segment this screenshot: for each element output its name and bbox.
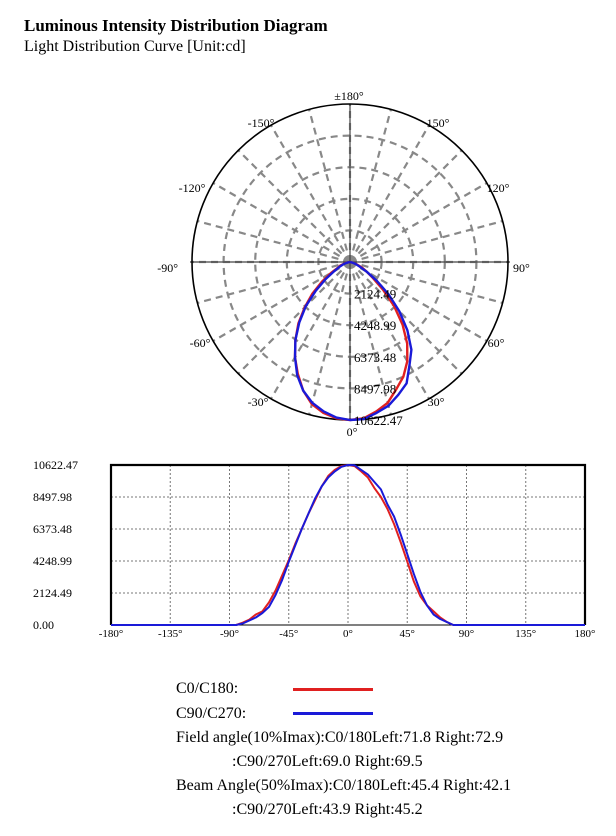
polar-spoke <box>308 261 352 415</box>
polar-spoke <box>348 109 392 263</box>
polar-spoke <box>212 182 351 263</box>
polar-radial-tick-label: 4248.99 <box>354 318 396 333</box>
polar-spoke <box>197 260 351 304</box>
polar-angle-label: -90° <box>157 261 178 275</box>
polar-spoke <box>237 261 351 375</box>
polar-angle-label: 60° <box>488 336 505 350</box>
polar-radial-tick-label: 10622.47 <box>354 413 403 428</box>
line-chart-grid <box>110 464 586 626</box>
field-angle-c0: Field angle(10%Imax):C0/180Left:71.8 Rig… <box>176 729 504 746</box>
line-x-tick-label: 135° <box>515 628 536 640</box>
polar-spoke <box>349 220 503 264</box>
polar-spoke <box>308 109 352 263</box>
line-x-tick-label: -135° <box>158 628 183 640</box>
polar-spoke <box>349 261 488 342</box>
polar-series-c90 <box>293 260 413 422</box>
polar-spoke <box>197 220 351 264</box>
polar-angle-label: -60° <box>190 336 211 350</box>
polar-spoke <box>270 261 351 400</box>
line-y-tick-label: 4248.99 <box>33 554 72 568</box>
polar-angle-label: -150° <box>248 116 275 130</box>
line-chart: 10622.47 8497.98 6373.48 4248.99 2124.49 0.00… <box>33 458 596 640</box>
line-x-tick-label: 0° <box>343 628 353 640</box>
line-series-c90 <box>111 464 585 626</box>
legend-c0-swatch <box>293 688 373 691</box>
polar-radial-tick-label: 6373.48 <box>354 350 396 365</box>
polar-chart: 2124.49 4248.99 6373.48 8497.98 10622.47 ±180… <box>157 89 530 439</box>
polar-angle-label: -30° <box>248 395 269 409</box>
legend-c90: C90/C270: <box>176 705 246 723</box>
polar-grid <box>190 104 510 420</box>
polar-spoke <box>349 124 430 263</box>
polar-angle-label: 90° <box>513 261 530 275</box>
legend-c0-label: C0/C180: <box>176 680 239 697</box>
chart-subtitle: Light Distribution Curve [Unit:cd] <box>24 38 246 55</box>
polar-radial-tick-label: 8497.98 <box>354 381 396 396</box>
polar-spoke <box>237 149 351 263</box>
polar-angle-label: -120° <box>179 181 206 195</box>
line-y-tick-label: 6373.48 <box>33 522 72 536</box>
polar-spoke <box>349 261 463 375</box>
line-y-tick-label: 2124.49 <box>33 586 72 600</box>
polar-angle-label: 120° <box>487 181 510 195</box>
beam-angle-c0: Beam Angle(50%Imax):C0/180Left:45.4 Righ… <box>176 777 512 794</box>
polar-angle-label: 150° <box>427 116 450 130</box>
polar-spoke <box>349 261 430 400</box>
field-angle-c90: :C90/270Left:69.0 Right:69.5 <box>232 753 423 770</box>
line-x-tick-label: 90° <box>459 628 474 640</box>
polar-spoke <box>349 149 463 263</box>
line-x-tick-label: 180° <box>575 628 596 640</box>
line-y-tick-label: 10622.47 <box>33 458 78 472</box>
legend-c90-swatch <box>293 712 373 715</box>
polar-spoke <box>270 124 351 263</box>
line-x-tick-label: -180° <box>99 628 124 640</box>
polar-spoke <box>348 261 392 415</box>
polar-angle-label: 0° <box>347 425 358 439</box>
line-x-tick-label: -45° <box>279 628 298 640</box>
line-x-tick-label: 45° <box>400 628 415 640</box>
line-x-tick-label: -90° <box>220 628 239 640</box>
polar-spoke <box>349 260 503 304</box>
legend-c0: C0/C180: <box>176 680 238 698</box>
legend-c90-label: C90/C270: <box>176 705 247 722</box>
line-y-tick-label: 0.00 <box>33 618 54 632</box>
polar-angle-label: ±180° <box>334 89 364 103</box>
line-y-tick-label: 8497.98 <box>33 490 72 504</box>
chart-title: Luminous Intensity Distribution Diagram <box>24 16 328 35</box>
polar-radial-tick-label: 2124.49 <box>354 287 396 302</box>
beam-angle-c90: :C90/270Left:43.9 Right:45.2 <box>232 801 423 818</box>
polar-spoke <box>349 182 488 263</box>
polar-angle-label: 30° <box>428 395 445 409</box>
